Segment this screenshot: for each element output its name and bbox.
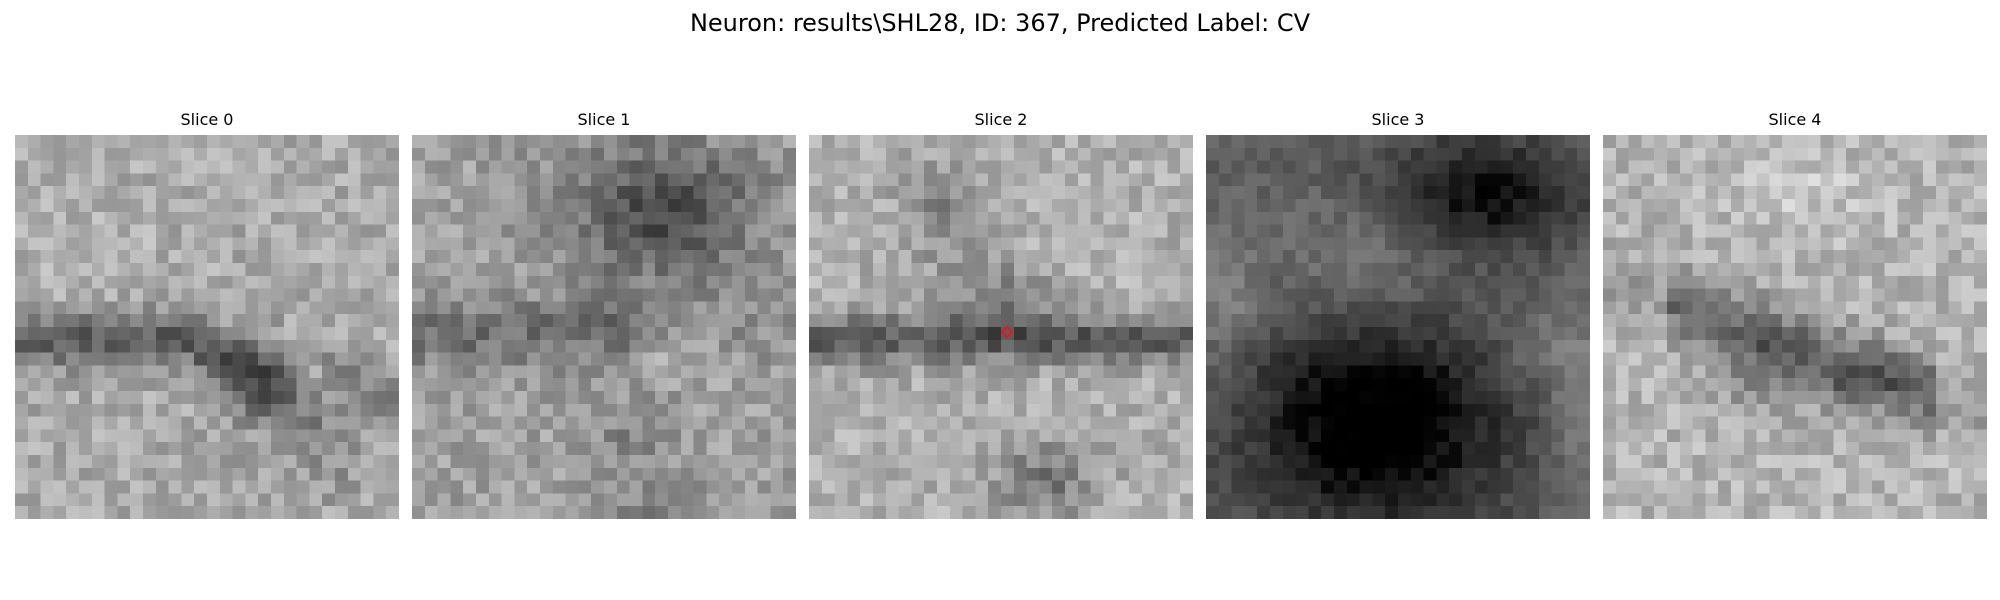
slice-panel-3: Slice 3: [1206, 110, 1590, 519]
slice-title: Slice 2: [974, 110, 1028, 129]
slice-panel-1: Slice 1: [412, 110, 796, 519]
slice-panel-4: Slice 4: [1603, 110, 1987, 519]
slice-title: Slice 1: [577, 110, 631, 129]
slice-image: [809, 135, 1193, 519]
slice-title: Slice 3: [1371, 110, 1425, 129]
slice-title: Slice 0: [180, 110, 234, 129]
figure-title: Neuron: results\SHL28, ID: 367, Predicte…: [689, 9, 1311, 37]
slice-panel-2: Slice 2: [809, 110, 1193, 519]
slice-title: Slice 4: [1768, 110, 1822, 129]
slice-image: [1206, 135, 1590, 519]
slice-panel-0: Slice 0: [15, 110, 399, 519]
slice-image: [412, 135, 796, 519]
slice-image: [15, 135, 399, 519]
slice-image: [1603, 135, 1987, 519]
